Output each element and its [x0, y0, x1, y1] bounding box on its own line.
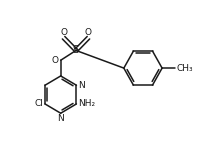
Text: N: N: [78, 81, 85, 90]
Text: S: S: [73, 45, 79, 55]
Text: NH₂: NH₂: [78, 99, 96, 108]
Text: O: O: [85, 28, 92, 37]
Text: N: N: [57, 114, 64, 123]
Text: O: O: [60, 28, 67, 37]
Text: O: O: [52, 56, 59, 65]
Text: CH₃: CH₃: [177, 64, 193, 73]
Text: Cl: Cl: [34, 99, 43, 108]
